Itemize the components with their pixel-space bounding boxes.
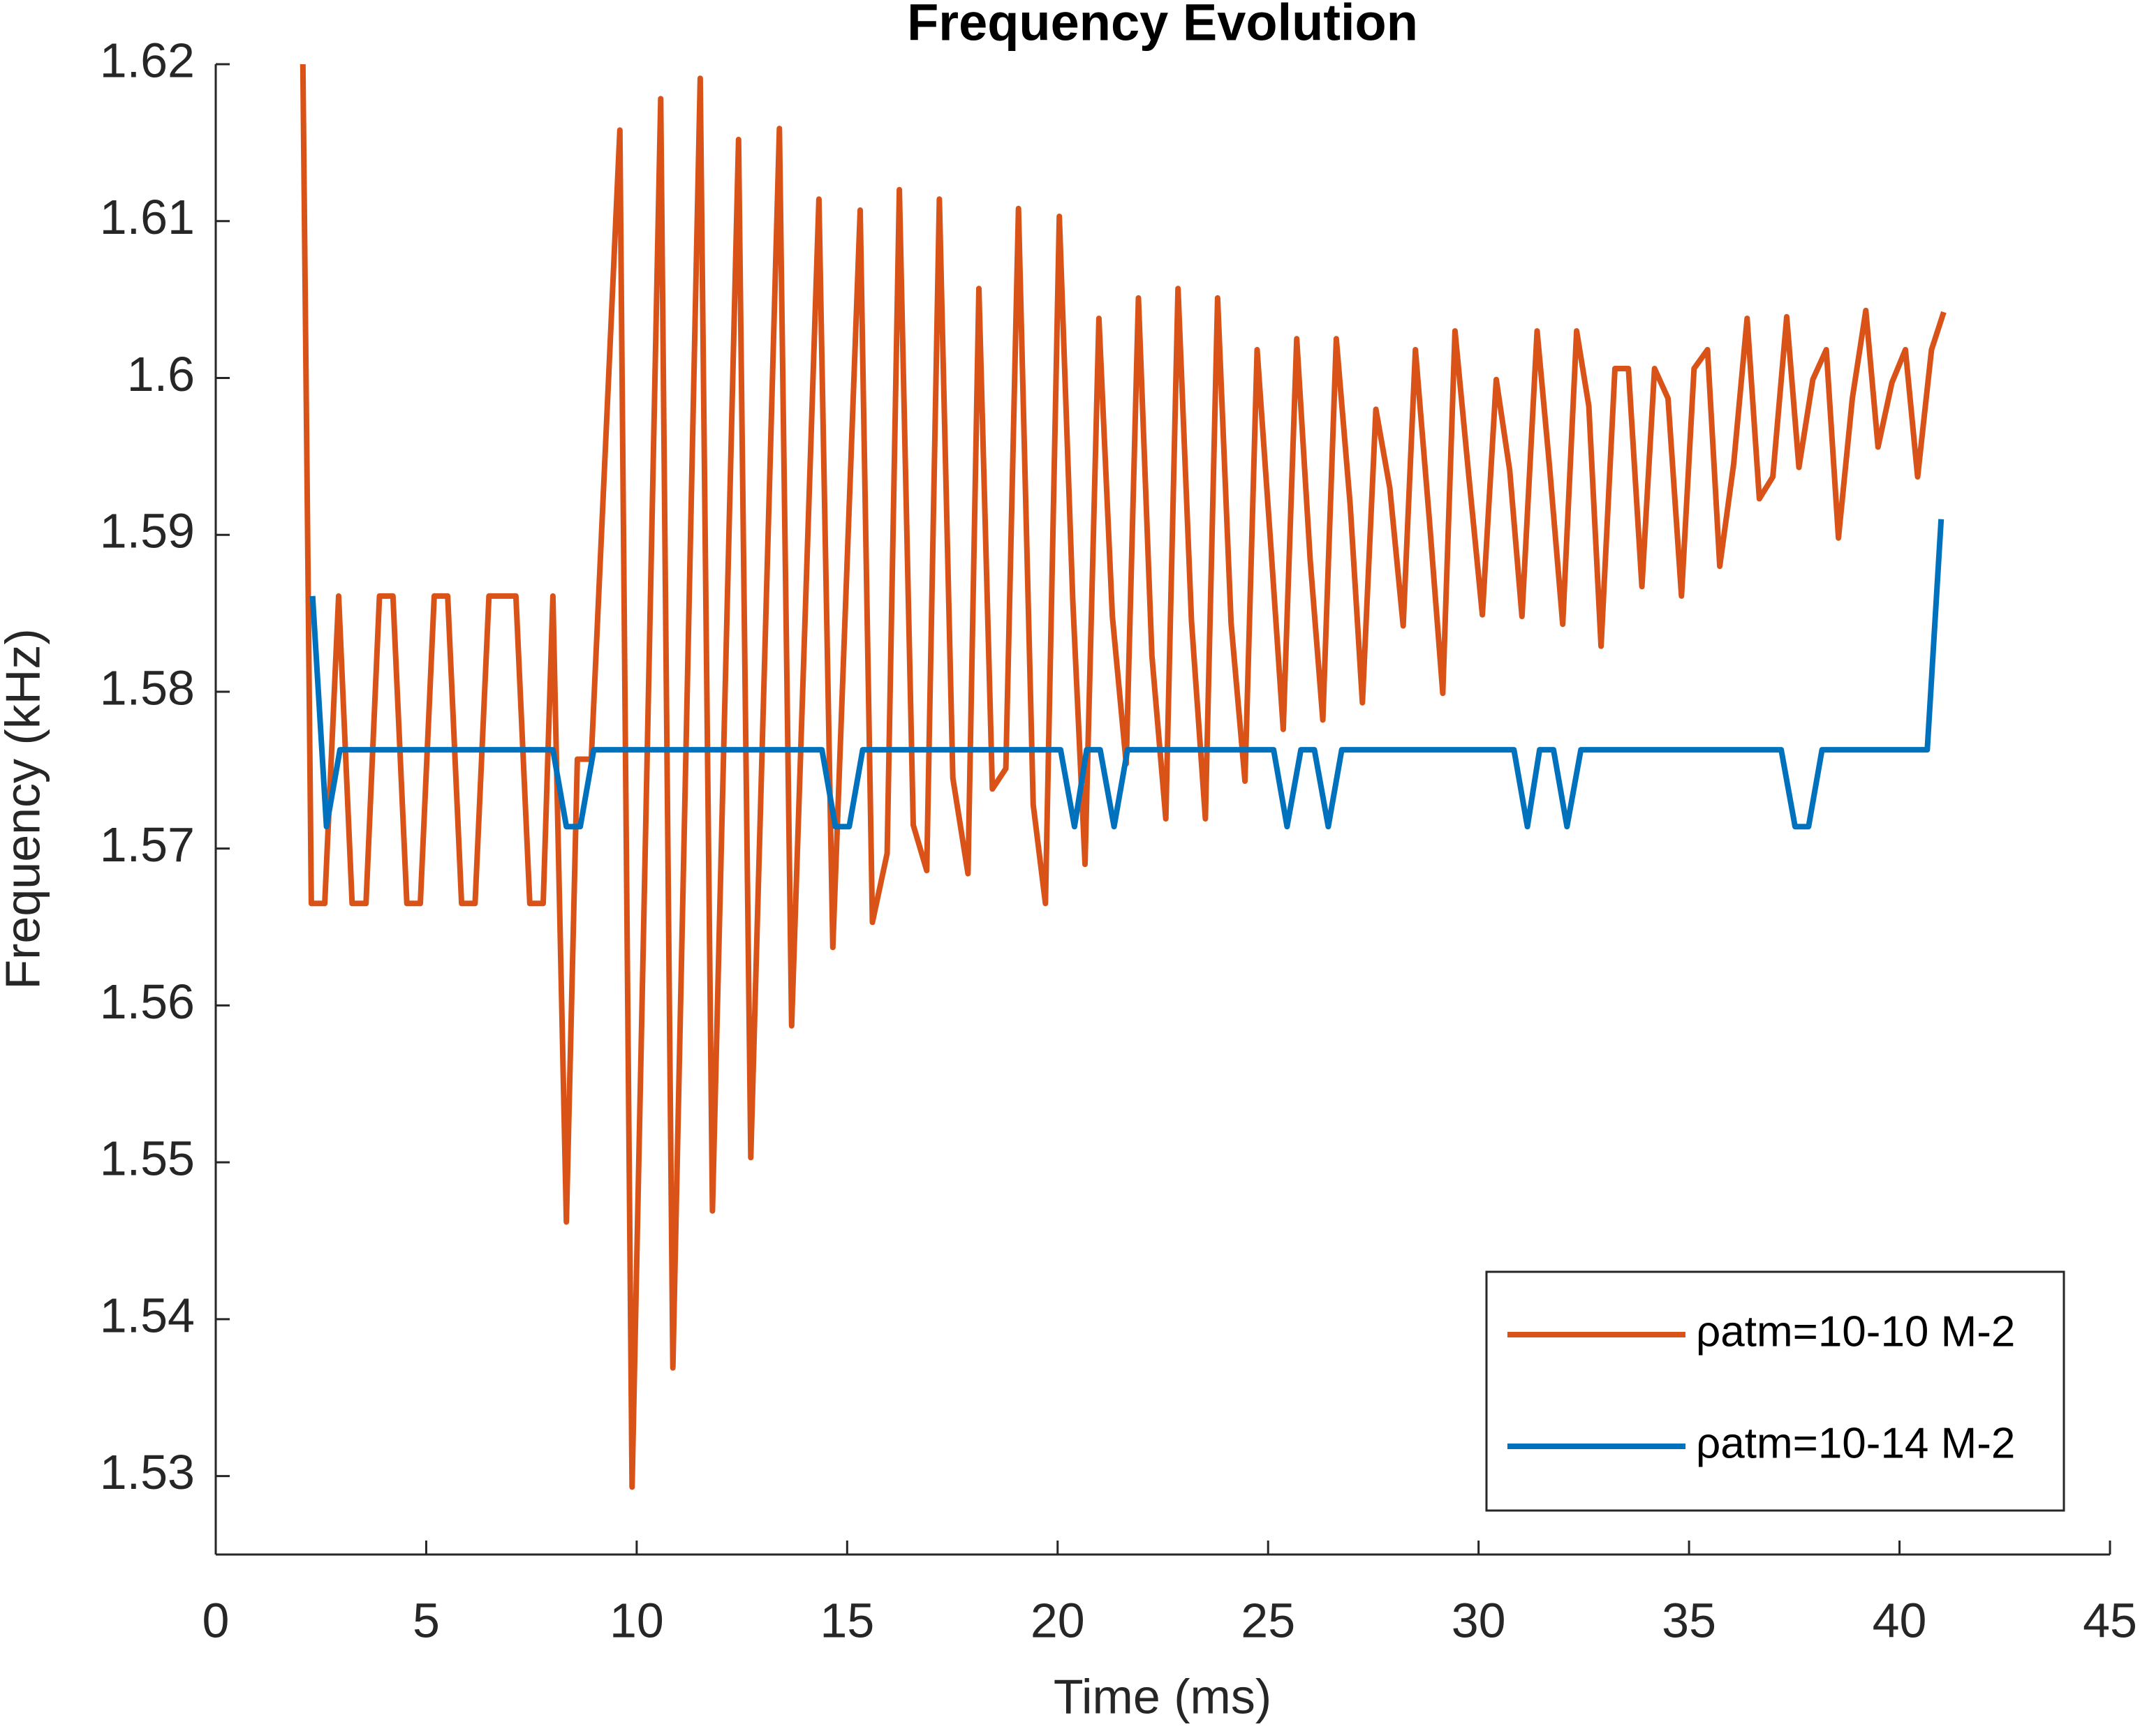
x-axis-label: Time (ms) — [1054, 1669, 1271, 1723]
y-tick-label: 1.61 — [100, 190, 195, 244]
y-tick-label: 1.6 — [127, 347, 195, 401]
legend-label: ρatm=10-10 M-2 — [1696, 1307, 2015, 1356]
x-tick-label: 35 — [1662, 1593, 1716, 1647]
legend: ρatm=10-10 M-2 ρatm=10-14 M-2 — [1485, 1270, 2065, 1512]
y-tick-label: 1.62 — [100, 33, 195, 87]
x-tick-label: 5 — [413, 1593, 440, 1647]
x-tick-label: 10 — [610, 1593, 664, 1647]
series-line — [300, 64, 1947, 1490]
x-tick-label: 20 — [1031, 1593, 1085, 1647]
y-tick-label: 1.55 — [100, 1132, 195, 1186]
y-tick-label: 1.57 — [100, 817, 195, 872]
x-tick-label: 30 — [1452, 1593, 1506, 1647]
y-tick-label: 1.53 — [100, 1445, 195, 1499]
x-tick-label: 0 — [202, 1593, 230, 1647]
x-tick-label: 25 — [1241, 1593, 1295, 1647]
y-tick-label: 1.56 — [100, 974, 195, 1029]
x-tick-label: 15 — [820, 1593, 874, 1647]
y-tick-label: 1.59 — [100, 504, 195, 558]
chart-title: Frequency Evolution — [907, 0, 1418, 52]
x-tick-label: 45 — [2083, 1593, 2137, 1647]
legend-box — [1485, 1270, 2065, 1512]
x-tick-label: 40 — [1873, 1593, 1927, 1647]
series-line — [309, 519, 1945, 830]
y-axis-label: Frequency (kHz) — [0, 628, 50, 989]
y-tick-label: 1.58 — [100, 660, 195, 715]
legend-label: ρatm=10-14 M-2 — [1696, 1419, 2015, 1467]
y-tick-label: 1.54 — [100, 1288, 195, 1342]
